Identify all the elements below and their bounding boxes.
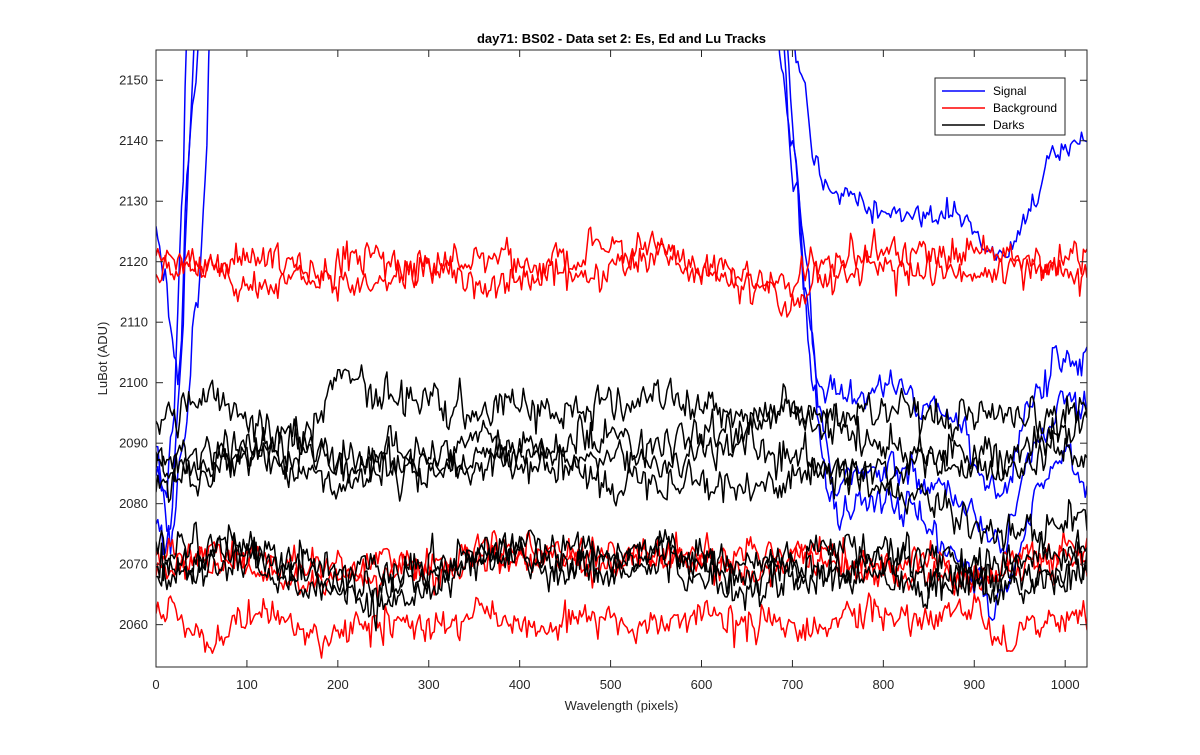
y-tick-label: 2070 <box>119 557 148 572</box>
x-tick-label: 500 <box>600 677 622 692</box>
legend-label-signal: Signal <box>993 84 1026 98</box>
y-axis-ticks: 2060 2070 2080 2090 2100 2110 2120 2130 2140 2150 <box>119 73 1087 632</box>
y-tick-label: 2120 <box>119 254 148 269</box>
series-line-darks-14 <box>156 364 1087 482</box>
x-tick-label: 100 <box>236 677 258 692</box>
x-tick-label: 900 <box>963 677 985 692</box>
x-tick-label: 400 <box>509 677 531 692</box>
series-line-background-9 <box>156 226 1087 306</box>
y-tick-label: 2130 <box>119 194 148 209</box>
series-line-signal-6 <box>778 50 1087 500</box>
series-line-signal-5 <box>794 50 1087 261</box>
x-tick-label: 1000 <box>1051 677 1080 692</box>
legend-label-darks: Darks <box>993 118 1024 132</box>
y-axis-label: LuBot (ADU) <box>95 322 110 396</box>
x-tick-label: 600 <box>691 677 713 692</box>
chart-title: day71: BS02 - Data set 2: Es, Ed and Lu … <box>477 31 766 46</box>
y-tick-label: 2110 <box>120 315 148 330</box>
series-line-darks-18 <box>156 521 1087 593</box>
x-axis-label: Wavelength (pixels) <box>565 698 679 713</box>
y-tick-label: 2080 <box>119 496 148 511</box>
axes-box <box>155 49 1088 668</box>
y-tick-label: 2090 <box>119 436 148 451</box>
legend: Signal Background Darks <box>934 77 1066 136</box>
series-line-darks-17 <box>156 415 1087 551</box>
series-line-background-10 <box>156 230 1087 318</box>
series-line-signal-8 <box>787 50 1087 621</box>
x-tick-label: 200 <box>327 677 349 692</box>
y-tick-label: 2060 <box>119 617 148 632</box>
y-tick-label: 2100 <box>119 375 148 390</box>
series-line-background-11 <box>156 592 1087 659</box>
series-layer <box>156 50 1087 659</box>
y-tick-label: 2150 <box>119 73 148 88</box>
series-line-signal-3 <box>156 50 199 532</box>
x-axis-ticks: 0 100 200 300 400 500 600 700 800 900 1000 <box>152 50 1080 692</box>
legend-label-background: Background <box>993 101 1057 115</box>
series-line-darks-16 <box>156 415 1087 500</box>
series-line-darks-15 <box>156 383 1087 484</box>
series-line-darks-20 <box>156 536 1087 632</box>
series-line-signal-7 <box>783 50 1087 555</box>
series-line-signal-1 <box>156 50 187 499</box>
x-tick-label: 300 <box>418 677 440 692</box>
x-tick-label: 700 <box>782 677 804 692</box>
y-tick-label: 2140 <box>119 133 148 148</box>
x-tick-label: 0 <box>152 677 159 692</box>
x-tick-label: 800 <box>872 677 894 692</box>
